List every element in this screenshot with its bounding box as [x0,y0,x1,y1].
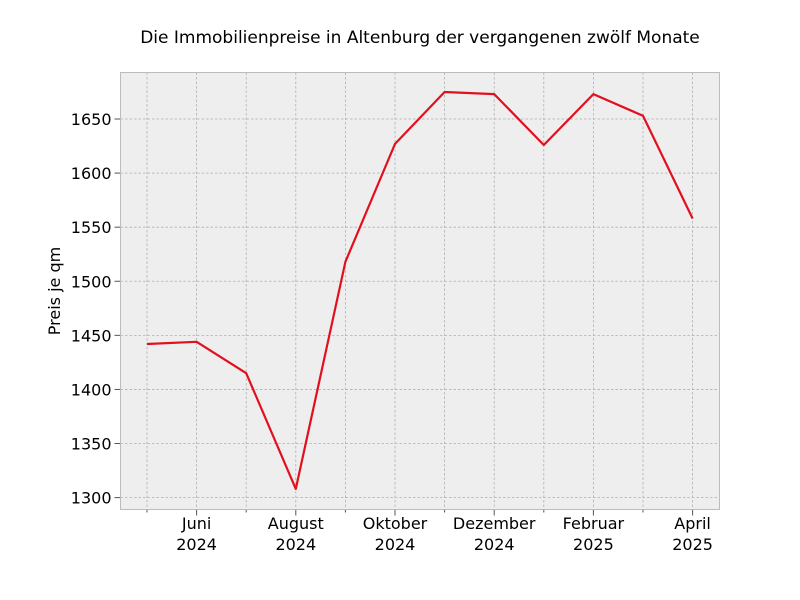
x-tick-label: Juni 2024 [176,514,217,554]
y-tick-label: 1500 [71,272,112,291]
y-axis-label: Preis je qm [45,247,64,335]
x-tick-label: Dezember 2024 [453,514,536,554]
y-tick-label: 1550 [71,218,112,237]
y-tick-label: 1400 [71,380,112,399]
y-tick-label: 1450 [71,326,112,345]
series-line [146,90,694,490]
y-tick-label: 1650 [71,110,112,129]
y-axis-tick-labels: 1300 1350 1400 1450 1500 1550 1600 1650 [71,110,112,508]
y-tick-label: 1300 [71,489,112,508]
chart-title: Die Immobilienpreise in Altenburg der ve… [140,28,700,48]
x-tick-label: Februar 2025 [563,514,625,554]
plot-frame [120,72,720,510]
y-tick-label: 1350 [71,435,112,454]
plot-area [120,72,720,510]
y-tick-label: 1600 [71,164,112,183]
x-axis-tick-labels: Juni 2024 August 2024 Oktober 2024 Dezember 202… [176,514,713,554]
x-tick-label: Oktober 2024 [363,514,428,554]
x-tick-label: August 2024 [268,514,324,554]
x-tick-label: April 2025 [672,514,713,554]
